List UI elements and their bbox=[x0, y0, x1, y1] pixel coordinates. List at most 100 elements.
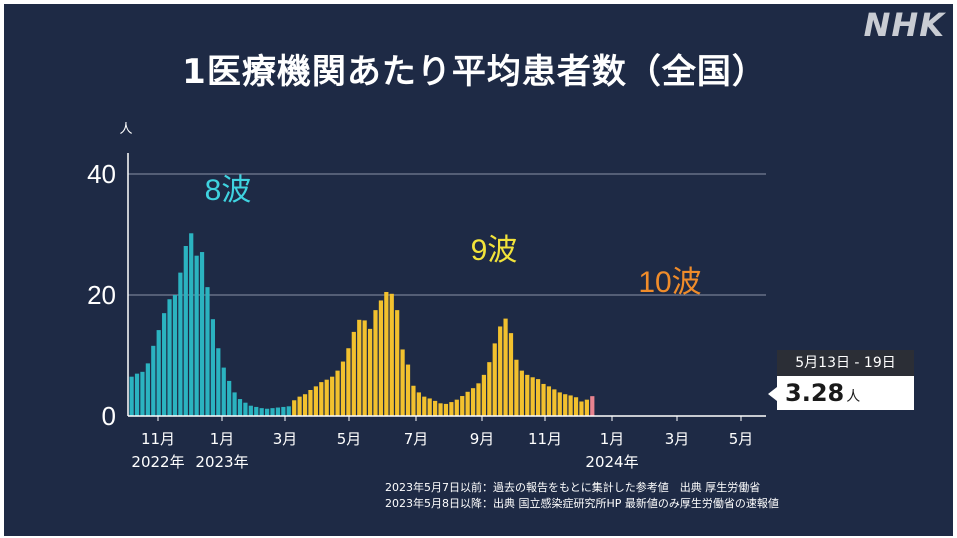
latest-period-label: 5月13日 - 19日 bbox=[777, 350, 914, 376]
x-tick-label: 3月 bbox=[273, 430, 298, 448]
bar bbox=[178, 272, 183, 416]
latest-value: 3.28 bbox=[785, 379, 845, 407]
bar bbox=[460, 396, 465, 416]
bar bbox=[302, 394, 308, 416]
bar bbox=[346, 348, 351, 416]
x-tick-label: 11月 bbox=[528, 430, 562, 448]
bar bbox=[465, 391, 470, 416]
y-tick-label: 20 bbox=[87, 280, 116, 310]
bar bbox=[378, 300, 384, 416]
bar bbox=[362, 320, 367, 416]
bar bbox=[481, 374, 486, 416]
bar bbox=[573, 397, 579, 416]
bar bbox=[183, 246, 188, 416]
bar bbox=[205, 287, 210, 416]
bar bbox=[503, 318, 508, 416]
bar bbox=[433, 400, 438, 417]
bar bbox=[351, 331, 356, 416]
bar bbox=[449, 402, 454, 416]
bar bbox=[281, 406, 286, 416]
bar bbox=[275, 407, 281, 416]
bar bbox=[313, 386, 318, 416]
x-tick-label: 7月 bbox=[404, 430, 429, 448]
bar bbox=[519, 370, 524, 417]
year-labels: 2022年 2023年 2024年 bbox=[131, 453, 638, 471]
chart-panel bbox=[4, 4, 953, 536]
bar bbox=[530, 377, 535, 416]
source-note: 2023年5月8日以降：出典 国立感染症研究所HP 最新値のみ厚生労働省の速報値 bbox=[385, 497, 779, 510]
bar bbox=[405, 364, 411, 416]
wave-label: 9波 bbox=[471, 234, 518, 267]
bar bbox=[172, 295, 178, 416]
bar bbox=[422, 396, 427, 416]
y-tick-label: 40 bbox=[87, 159, 116, 189]
bar bbox=[525, 374, 530, 416]
bar bbox=[145, 363, 150, 416]
bar bbox=[292, 400, 297, 416]
bar bbox=[389, 293, 394, 416]
y-tick-labels: 0 20 40 bbox=[87, 159, 116, 431]
bar bbox=[254, 406, 259, 416]
bar bbox=[395, 310, 400, 417]
bar bbox=[514, 359, 519, 416]
nhk-logo: NHK bbox=[863, 6, 945, 44]
x-tick-label: 1月 bbox=[600, 430, 625, 448]
bar bbox=[194, 255, 199, 416]
bar-series bbox=[129, 233, 595, 417]
bar bbox=[156, 330, 161, 416]
bar bbox=[340, 361, 346, 416]
bar bbox=[498, 326, 503, 416]
bar bbox=[216, 348, 221, 416]
bar bbox=[373, 310, 378, 417]
bar bbox=[579, 401, 584, 416]
bar bbox=[335, 370, 340, 417]
y-axis-unit: 人 bbox=[119, 122, 132, 137]
year-label: 2024年 bbox=[585, 453, 638, 471]
x-tick-label: 5月 bbox=[729, 430, 754, 448]
bar bbox=[384, 291, 389, 416]
x-tick-label: 1月 bbox=[210, 430, 235, 448]
bar bbox=[552, 389, 557, 416]
bar bbox=[400, 349, 405, 416]
bar bbox=[492, 343, 497, 416]
bar bbox=[454, 399, 459, 416]
bar bbox=[536, 379, 541, 416]
source-note: 2023年5月7日以前：過去の報告をもとに集計した参考値 出典 厚生労働省 bbox=[385, 481, 761, 494]
wave-labels: 8波 9波 10波 bbox=[205, 174, 702, 299]
bar bbox=[259, 408, 264, 416]
x-tick-label: 9月 bbox=[470, 430, 495, 448]
bar bbox=[563, 394, 568, 416]
latest-pointer bbox=[768, 387, 777, 401]
bar bbox=[232, 392, 237, 416]
bar bbox=[227, 380, 232, 416]
bar bbox=[443, 403, 449, 416]
bar bbox=[221, 367, 226, 416]
bar bbox=[199, 252, 205, 416]
wave-label: 8波 bbox=[205, 174, 252, 207]
bar bbox=[330, 376, 335, 416]
bar bbox=[210, 319, 215, 416]
latest-value-box: 3.28 人 bbox=[777, 376, 914, 410]
bar bbox=[286, 406, 291, 416]
bar bbox=[357, 319, 362, 416]
bar bbox=[140, 371, 145, 416]
source-notes: 2023年5月7日以前：過去の報告をもとに集計した参考値 出典 厚生労働省 20… bbox=[385, 480, 779, 512]
latest-value-unit: 人 bbox=[846, 389, 861, 405]
bar bbox=[151, 345, 156, 416]
wave-label: 10波 bbox=[638, 266, 701, 299]
y-tick-label: 0 bbox=[102, 401, 116, 431]
bar bbox=[248, 405, 253, 416]
bar bbox=[487, 362, 492, 416]
bar bbox=[162, 313, 167, 416]
x-tick-label: 11月 bbox=[141, 430, 175, 448]
chart-title: 1医療機関あたり平均患者数（全国） bbox=[182, 52, 767, 92]
bar bbox=[134, 373, 140, 416]
bar bbox=[167, 299, 172, 416]
bar bbox=[541, 383, 546, 416]
grid-lines bbox=[128, 173, 766, 296]
bar bbox=[367, 328, 373, 416]
year-label: 2022年 bbox=[131, 453, 184, 471]
bar bbox=[546, 386, 552, 416]
bar bbox=[470, 388, 476, 416]
